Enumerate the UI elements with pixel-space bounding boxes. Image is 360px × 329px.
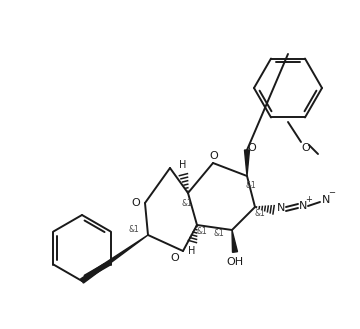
Text: &1: &1: [246, 182, 256, 190]
Text: &1: &1: [197, 226, 207, 236]
Text: &1: &1: [213, 229, 224, 238]
Text: N: N: [322, 195, 330, 205]
Text: O: O: [248, 143, 256, 153]
Polygon shape: [232, 230, 238, 252]
Text: N: N: [277, 203, 285, 213]
Text: −: −: [329, 189, 336, 197]
Text: O: O: [132, 198, 140, 208]
Polygon shape: [244, 150, 249, 176]
Text: H: H: [179, 160, 187, 170]
Text: O: O: [171, 253, 179, 263]
Text: +: +: [306, 194, 312, 204]
Text: &1: &1: [182, 198, 192, 208]
Text: N: N: [299, 201, 307, 211]
Text: &1: &1: [129, 224, 139, 234]
Text: O: O: [302, 143, 310, 153]
Text: OH: OH: [226, 257, 244, 267]
Text: O: O: [210, 151, 219, 161]
Text: H: H: [188, 246, 196, 256]
Text: &1: &1: [255, 209, 265, 217]
Polygon shape: [81, 235, 148, 283]
